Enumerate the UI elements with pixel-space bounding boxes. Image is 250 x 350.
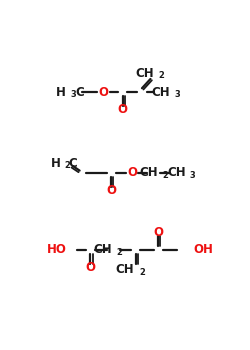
Text: 3: 3: [174, 90, 180, 99]
Text: 2: 2: [139, 268, 145, 277]
Text: H: H: [50, 157, 60, 170]
Text: 2: 2: [158, 71, 164, 80]
Text: 2: 2: [116, 248, 122, 257]
Text: HO: HO: [47, 243, 66, 257]
Text: C: C: [76, 85, 84, 99]
Text: CH: CH: [167, 166, 186, 180]
Text: CH: CH: [135, 67, 154, 80]
Text: CH: CH: [116, 264, 134, 276]
Text: 3: 3: [190, 171, 196, 180]
Text: O: O: [127, 166, 137, 180]
Text: C: C: [68, 157, 77, 170]
Text: CH: CH: [152, 85, 171, 99]
Text: O: O: [118, 103, 128, 116]
Text: O: O: [86, 261, 96, 274]
Text: CH: CH: [93, 243, 112, 257]
Text: CH: CH: [140, 166, 158, 180]
Text: 2: 2: [162, 171, 168, 180]
Text: 2: 2: [64, 161, 70, 170]
Text: 3: 3: [70, 90, 76, 99]
Text: OH: OH: [194, 243, 214, 257]
Text: O: O: [153, 226, 163, 239]
Text: O: O: [98, 85, 108, 99]
Text: O: O: [106, 184, 116, 197]
Text: H: H: [56, 85, 66, 99]
